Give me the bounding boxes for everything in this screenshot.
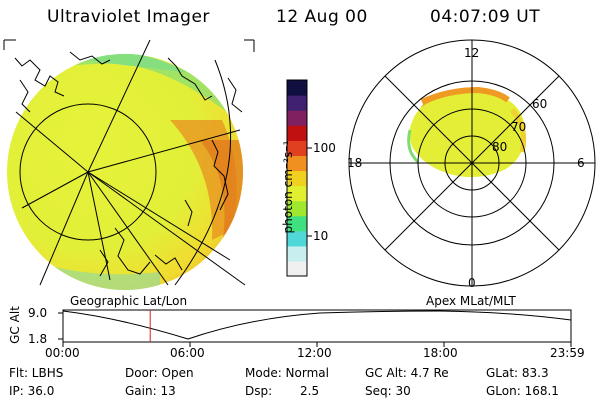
time-label: 04:07:09 UT <box>430 7 541 27</box>
dsp-value: 2.5 <box>300 384 320 398</box>
colorbar-segment <box>287 200 307 217</box>
glat-info: GLat: 83.3 <box>486 366 549 380</box>
colorbar-unit-label: photon cm⁻²s⁻¹ <box>281 140 295 234</box>
mlat-80-label: 80 <box>492 140 508 154</box>
glon-info: GLon: 168.1 <box>486 384 559 398</box>
colorbar-segment <box>287 260 307 277</box>
gain-info: Gain: 13 <box>125 384 176 398</box>
colorbar-segment <box>287 155 307 172</box>
alt-axis-label: GC Alt <box>8 306 22 344</box>
apex-caption: Apex MLat/MLT <box>426 294 516 308</box>
geographic-map <box>3 39 255 290</box>
altitude-plot <box>58 309 572 347</box>
gc-alt-info: GC Alt: 4.7 Re <box>365 366 449 380</box>
colorbar-segment <box>287 230 307 247</box>
colorbar-segment <box>287 140 307 156</box>
colorbar-segment <box>287 110 307 126</box>
time-tick-2: 12:00 <box>297 346 332 360</box>
mlt-0-label: 0 <box>468 276 476 290</box>
mode-info: Mode: Normal <box>245 366 329 380</box>
mlat-60-label: 60 <box>532 97 548 111</box>
alt-y-max: 9.0 <box>28 306 48 320</box>
colorbar-segment <box>287 80 307 96</box>
colorbar-segment <box>287 215 307 232</box>
mlt-6-label: 6 <box>577 156 585 170</box>
colorbar-segment <box>287 95 307 111</box>
colorbar-segment <box>287 170 307 187</box>
date-label: 12 Aug 00 <box>276 7 368 27</box>
mlat-70-label: 70 <box>511 120 527 134</box>
colorbar <box>286 79 312 277</box>
ip-info: IP: 36.0 <box>9 384 55 398</box>
colorbar-segment <box>287 245 307 262</box>
filter-info: Flt: LBHS <box>9 366 64 380</box>
mlt-12-label: 12 <box>464 46 480 60</box>
colorbar-segment <box>287 185 307 202</box>
dsp-label: Dsp: <box>245 384 273 398</box>
time-tick-4: 23:59 <box>550 346 585 360</box>
colorbar-tick-100: 100 <box>313 141 336 155</box>
time-tick-0: 00:00 <box>45 346 80 360</box>
mlt-18-label: 18 <box>347 156 363 170</box>
time-tick-3: 18:00 <box>423 346 458 360</box>
door-info: Door: Open <box>125 366 194 380</box>
time-tick-1: 06:00 <box>170 346 205 360</box>
colorbar-segment <box>287 125 307 141</box>
alt-y-min: 1.8 <box>28 332 48 346</box>
colorbar-tick-10: 10 <box>313 229 329 243</box>
apex-polar-plot <box>348 39 596 287</box>
instrument-title: Ultraviolet Imager <box>47 7 210 27</box>
seq-info: Seq: 30 <box>365 384 411 398</box>
geographic-caption: Geographic Lat/Lon <box>70 294 188 308</box>
